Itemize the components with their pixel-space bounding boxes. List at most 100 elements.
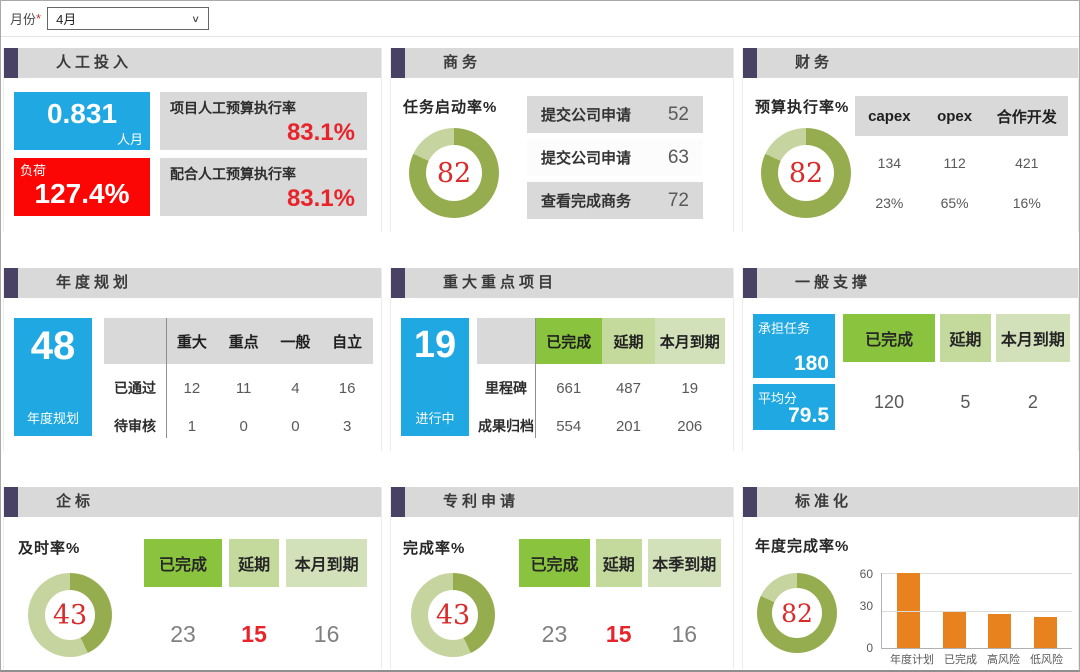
business-list-item[interactable]: 提交公司申请 63 <box>527 139 703 176</box>
panel-enterprise-std: 企标 及时率% 43 已完成 延期 本月到期 23 15 16 <box>3 487 382 669</box>
row-label: 成果归档 <box>478 418 534 434</box>
card-label: 承担任务 <box>758 321 811 336</box>
plot-area <box>881 573 1072 649</box>
labor-metric-value: 0.831 <box>46 98 118 129</box>
business-list-item[interactable]: 提交公司申请 52 <box>527 96 703 133</box>
business-donut-chart[interactable]: 82 <box>409 128 499 218</box>
status-chip: 本月到期 <box>286 539 367 587</box>
row-label: 已通过 <box>114 380 156 396</box>
finance-donut-chart[interactable]: 82 <box>761 128 851 218</box>
donut-value: 82 <box>788 157 824 189</box>
x-axis-labels: 年度计划 已完成 高风险 低风险 <box>881 651 1072 667</box>
standardization-donut-chart[interactable]: 82 <box>757 573 837 653</box>
enterprise-std-donut-chart[interactable]: 43 <box>28 573 112 657</box>
panel-standardization-header: 标准化 <box>743 487 1078 517</box>
header-accent-bar <box>4 487 18 517</box>
cell: 16% <box>1012 195 1041 211</box>
x-tick-label: 高风险 <box>987 654 1020 666</box>
list-item-value: 52 <box>667 103 689 125</box>
cell: 206 <box>677 417 703 435</box>
gauge-label: 完成率% <box>403 540 466 557</box>
header-accent-bar <box>391 48 405 78</box>
bar[interactable] <box>897 573 921 648</box>
panel-title: 专利申请 <box>443 493 520 510</box>
status-header-row: 已完成 延期 本季到期 <box>519 539 721 587</box>
header-accent-bar <box>391 268 405 298</box>
panel-title: 人工投入 <box>56 54 133 71</box>
cell: 11 <box>235 379 252 397</box>
cell: 3 <box>342 417 352 435</box>
card-value: 48 <box>30 324 76 368</box>
panel-labor-body: 0.831 人月 负荷 127.4% 项目人工预算执行率 83.1% 配合人工预… <box>4 78 381 232</box>
row-label: 里程碑 <box>485 380 527 396</box>
status-chip: 本季到期 <box>647 539 721 587</box>
list-item-label: 提交公司申请 <box>541 150 632 167</box>
labor-kpi-card[interactable]: 配合人工预算执行率 83.1% <box>160 158 367 216</box>
table-header-row: 已完成 延期 本月到期 <box>477 318 725 364</box>
cell: 1 <box>187 417 197 435</box>
column-header: 已完成 <box>535 318 603 364</box>
bar[interactable] <box>988 614 1012 648</box>
panel-standardization-body: 年度完成率% 82 60 30 0 年度计划 已完成 高风险 低风险 <box>743 517 1078 669</box>
panel-labor: 人工投入 0.831 人月 负荷 127.4% 项目人工预算执行率 <box>3 48 382 232</box>
panel-finance-body: 预算执行率% 82 capex opex 合作开发 134 112 421 <box>743 78 1078 232</box>
panel-annual-plan: 年度规划 48 年度规划 重大 重点 一般 自立 <box>3 268 382 451</box>
y-axis: 60 30 0 <box>851 567 877 655</box>
cell: 19 <box>681 379 699 397</box>
kpi-label: 项目人工预算执行率 <box>170 100 296 116</box>
status-header-row: 已完成 延期 本月到期 <box>843 314 1070 362</box>
key-projects-card[interactable]: 19 进行中 <box>401 318 469 436</box>
cell: 421 <box>1015 155 1039 171</box>
cell: 16 <box>338 379 356 397</box>
bar[interactable] <box>1033 616 1057 648</box>
donut-value: 43 <box>435 599 471 631</box>
month-filter-label: 月份 <box>10 12 37 27</box>
cell: 112 <box>943 155 966 171</box>
kpi-value: 83.1% <box>286 119 355 146</box>
card-label: 进行中 <box>415 411 455 426</box>
table-header-row: 重大 重点 一般 自立 <box>104 318 373 364</box>
empty-cell <box>477 318 535 364</box>
status-value: 23 <box>170 621 196 647</box>
status-chip: 已完成 <box>843 314 936 362</box>
business-list-item[interactable]: 查看完成商务 72 <box>527 182 703 219</box>
column-header: 自立 <box>332 333 363 351</box>
y-tick: 60 <box>859 567 873 581</box>
month-select[interactable]: 4月 ∨ <box>47 7 210 30</box>
patent-donut-chart[interactable]: 43 <box>411 573 495 657</box>
table-row: 成果归档 554 201 206 <box>477 412 725 440</box>
labor-kpi-card[interactable]: 项目人工预算执行率 83.1% <box>160 92 367 150</box>
status-chip: 延期 <box>229 539 280 587</box>
panel-title: 财务 <box>795 54 834 71</box>
panel-title: 重大重点项目 <box>443 274 558 291</box>
support-card-tasks[interactable]: 承担任务 180 <box>753 314 835 378</box>
bar[interactable] <box>942 611 966 648</box>
support-card-score[interactable]: 平均分 79.5 <box>753 384 835 430</box>
panel-business-header: 商务 <box>391 48 733 78</box>
column-header: 延期 <box>602 318 655 364</box>
header-accent-bar <box>743 268 757 298</box>
y-tick: 0 <box>866 641 873 655</box>
cell: 23% <box>875 195 904 211</box>
card-value: 180 <box>793 352 829 375</box>
annual-plan-card[interactable]: 48 年度规划 <box>14 318 92 436</box>
table-row: 134 112 421 <box>855 150 1068 176</box>
key-projects-table: 已完成 延期 本月到期 里程碑 661 487 19 成果归档 554 201 <box>477 318 725 440</box>
bar-chart-bars <box>882 573 1072 648</box>
table-row: 23% 65% 16% <box>855 190 1068 216</box>
cell: 65% <box>940 195 969 211</box>
cell: 554 <box>556 417 582 435</box>
table-divider <box>535 318 536 438</box>
status-value: 16 <box>313 621 340 647</box>
labor-metric-card[interactable]: 0.831 人月 <box>14 92 150 150</box>
panel-annual-plan-body: 48 年度规划 重大 重点 一般 自立 已通过 12 11 <box>4 298 381 451</box>
panel-key-projects: 重大重点项目 19 进行中 已完成 延期 本月到期 里程碑 <box>390 268 734 451</box>
cell: 201 <box>615 417 641 435</box>
panel-grid: 人工投入 0.831 人月 负荷 127.4% 项目人工预算执行率 <box>3 48 1079 669</box>
table-row: 已通过 12 11 4 16 <box>104 374 373 402</box>
status-chip: 本月到期 <box>995 314 1070 362</box>
labor-load-card[interactable]: 负荷 127.4% <box>14 158 150 216</box>
gauge-label: 预算执行率% <box>755 99 850 116</box>
panel-support-body: 承担任务 180 平均分 79.5 已完成 延期 本月到期 120 5 <box>743 298 1078 451</box>
